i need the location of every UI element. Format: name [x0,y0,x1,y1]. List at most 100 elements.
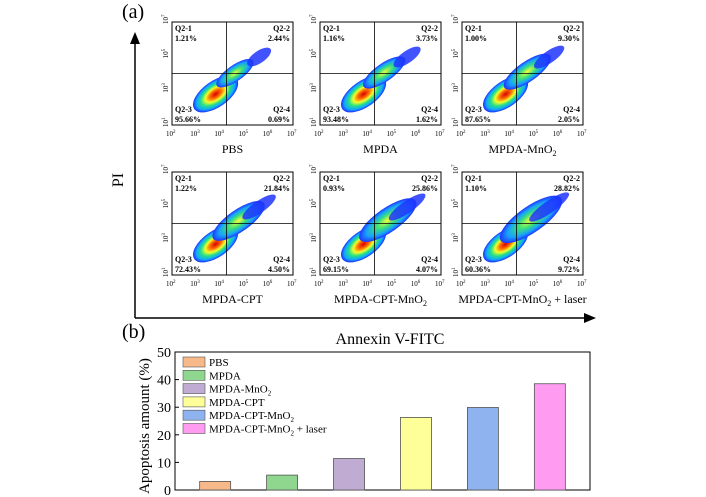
quadrant-q2-3-value: 87.65% [465,115,491,124]
legend-label: MPDA-MnO2 [209,384,272,398]
legend-label: MPDA [209,370,241,382]
y-tick-label: 105 [310,198,318,208]
y-tick-label: 101 [452,117,460,127]
legend-swatch [182,396,206,408]
quadrant-q2-1-value: 1.22% [175,184,197,193]
bar [266,474,298,491]
quadrant-q2-2-value: 28.82% [554,184,580,193]
y-tick-label: 50 [157,346,171,361]
quadrant-q2-1: Q2-1 [323,174,340,183]
sample-name: MPDA-CPT-MnO2 [334,292,427,308]
legend-swatch [182,356,206,368]
y-tick-label: 40 [157,374,171,389]
x-tick-label: 107 [435,130,445,138]
quadrant-q2-2: Q2-2 [273,174,290,183]
x-tick-label: 107 [577,280,587,288]
panel-b-label: (b) [122,321,145,343]
quadrant-q2-2: Q2-2 [563,174,580,183]
quadrant-q2-3: Q2-3 [465,255,482,264]
x-tick-label: 106 [263,280,273,288]
bar [400,417,432,491]
flow-plot: Q2-11.10% Q2-228.82% Q2-360.36% Q2-49.72% 10… [452,164,587,308]
flow-plot: Q2-10.93% Q2-225.86% Q2-369.15% Q2-44.07% 10… [310,164,445,308]
quadrant-q2-1: Q2-1 [175,174,192,183]
flow-plot: Q2-11.22% Q2-221.84% Q2-372.43% Q2-44.50% 10… [162,164,297,306]
x-tick-label: 103 [190,280,200,288]
quadrant-q2-1-value: 1.16% [323,34,345,43]
y-tick-label: 107 [452,164,460,174]
quadrant-q2-4-value: 0.69% [268,115,290,124]
legend-label: MPDA-CPT-MnO2 + laser [209,424,327,438]
x-tick-label: 107 [577,130,587,138]
y-tick-label: 30 [157,401,171,416]
flow-plot: Q2-11.00% Q2-29.30% Q2-387.65% Q2-42.05% 102… [452,14,587,158]
x-tick-label: 102 [314,130,324,138]
quadrant-q2-4: Q2-4 [421,105,438,114]
sample-name: MPDA-MnO2 [488,142,556,158]
quadrant-q2-4: Q2-4 [421,255,438,264]
y-tick-label: 103 [162,83,170,93]
legend-swatch [182,423,206,434]
x-tick-label: 107 [287,280,297,288]
quadrant-q2-3-value: 95.66% [175,115,201,124]
quadrant-q2-3: Q2-3 [465,105,482,114]
y-tick-label: 0 [164,484,171,497]
quadrant-q2-3: Q2-3 [323,255,340,264]
y-tick-label: 103 [452,233,460,243]
quadrant-q2-3-value: 69.15% [323,265,349,274]
x-tick-label: 104 [214,130,224,138]
quadrant-q2-2-value: 2.44% [268,34,290,43]
quadrant-q2-2: Q2-2 [273,24,290,33]
quadrant-q2-3-value: 93.48% [323,115,349,124]
x-tick-label: 103 [480,280,490,288]
flow-plot: Q2-11.21% Q2-22.44% Q2-395.66% Q2-40.69% 102… [162,14,297,156]
y-tick-label: 103 [310,83,318,93]
legend-swatch [182,369,206,381]
sample-name: MPDA-CPT [202,292,263,306]
density-cloud [192,47,272,113]
x-tick-label: 104 [504,280,514,288]
y-tick-label: 105 [452,48,460,58]
quadrant-q2-2-value: 9.30% [558,34,580,43]
x-tick-label: 106 [411,280,421,288]
y-tick-label: 10 [157,456,171,471]
quadrant-q2-1: Q2-1 [465,24,482,33]
x-tick-label: 105 [239,280,249,288]
quadrant-q2-4: Q2-4 [563,255,580,264]
quadrant-q2-4-value: 4.50% [268,265,290,274]
quadrant-q2-2-value: 3.73% [416,34,438,43]
quadrant-q2-1: Q2-1 [323,24,340,33]
quadrant-q2-4: Q2-4 [273,255,290,264]
bar [533,383,566,491]
x-tick-label: 102 [166,130,176,138]
x-tick-label: 104 [362,130,372,138]
y-tick-label: 101 [162,117,170,127]
sample-name: MPDA-CPT-MnO2 + laser [458,292,586,308]
x-tick-label: 107 [287,130,297,138]
x-tick-label: 105 [239,130,249,138]
quadrant-q2-3: Q2-3 [175,255,192,264]
x-tick-label: 105 [387,280,397,288]
bar [467,407,499,491]
quadrant-q2-4: Q2-4 [563,105,580,114]
sample-name: MPDA [363,142,398,156]
quadrant-q2-1: Q2-1 [175,24,192,33]
density-cloud [482,192,570,263]
y-tick-label: 107 [162,14,170,24]
y-tick-label: 103 [452,83,460,93]
y-tick-label: 107 [452,14,460,24]
quadrant-q2-2-value: 21.84% [264,184,290,193]
y-tick-label: 107 [310,14,318,24]
x-tick-label: 104 [504,130,514,138]
x-tick-label: 104 [362,280,372,288]
x-tick-label: 103 [190,130,200,138]
density-cloud [340,193,426,263]
y-tick-label: 101 [310,117,318,127]
x-tick-label: 105 [529,280,539,288]
x-tick-label: 103 [480,130,490,138]
x-tick-label: 104 [214,280,224,288]
quadrant-q2-4-value: 2.05% [558,115,580,124]
flow-plots: Q2-11.21%Q2-22.44%Q2-395.66%Q2-40.69%102… [162,14,587,308]
